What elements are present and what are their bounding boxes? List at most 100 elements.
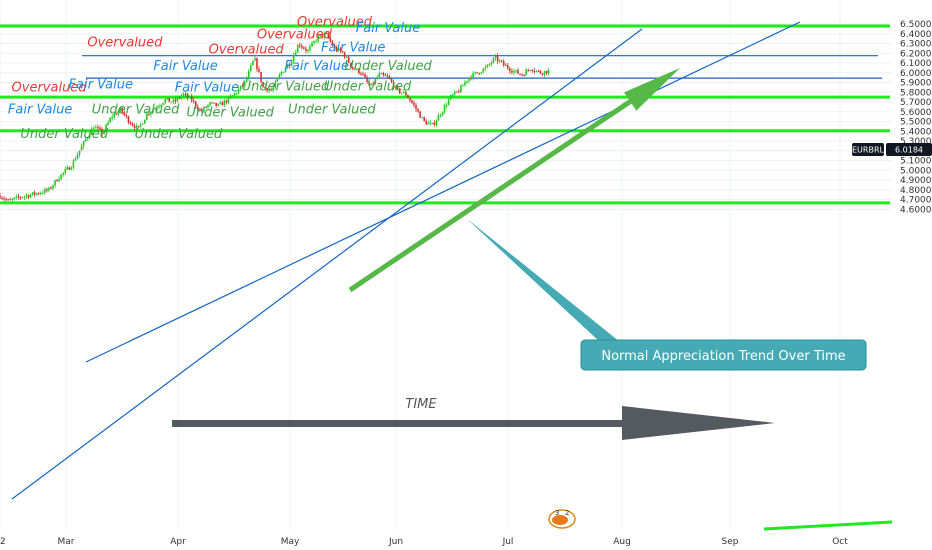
annotation-label: Overvalued bbox=[257, 28, 333, 43]
candle-body bbox=[460, 85, 462, 93]
candle-body bbox=[101, 128, 103, 134]
y-tick-label: 4.9000 bbox=[900, 176, 932, 186]
candle-body bbox=[176, 97, 179, 102]
horizontal-levels bbox=[0, 24, 890, 205]
candle-body bbox=[315, 41, 317, 43]
candle-body bbox=[213, 102, 215, 104]
candle-body bbox=[405, 91, 407, 96]
candle-body bbox=[74, 159, 77, 161]
candle-body bbox=[305, 48, 307, 51]
candle-body bbox=[319, 35, 321, 37]
candle-body bbox=[329, 37, 332, 42]
candle-body bbox=[472, 73, 474, 79]
candle-body bbox=[311, 42, 313, 47]
candle-body bbox=[343, 52, 346, 58]
candle-body bbox=[95, 127, 97, 129]
candle-body bbox=[282, 71, 285, 73]
candle-body bbox=[150, 112, 152, 115]
candle-body bbox=[384, 74, 387, 76]
candle-body bbox=[31, 192, 34, 195]
candle-body bbox=[335, 47, 338, 51]
candle-body bbox=[372, 83, 374, 85]
candle-body bbox=[174, 99, 177, 102]
annotation-label: Under Valued bbox=[242, 79, 330, 94]
candle-body bbox=[46, 189, 48, 191]
candle-body bbox=[156, 107, 158, 109]
annotation-label: Overvalued bbox=[87, 35, 163, 50]
x-tick-label: Apr bbox=[170, 537, 186, 547]
candle-body bbox=[35, 193, 38, 195]
candle-body bbox=[539, 71, 542, 74]
candle-body bbox=[25, 195, 28, 197]
candle-body bbox=[121, 107, 124, 113]
candle-body bbox=[58, 179, 60, 182]
candle-body bbox=[504, 65, 507, 67]
candle-body bbox=[445, 105, 448, 107]
candle-body bbox=[280, 72, 283, 75]
y-tick-label: 4.7000 bbox=[900, 196, 932, 206]
candle-body bbox=[386, 75, 389, 77]
candle-body bbox=[221, 102, 224, 106]
candle-body bbox=[435, 120, 438, 125]
candle-body bbox=[42, 192, 44, 194]
candle-body bbox=[207, 104, 209, 108]
y-tick-label: 5.6000 bbox=[900, 108, 932, 118]
candle-body bbox=[260, 71, 262, 82]
y-tick-label: 5.9000 bbox=[900, 79, 932, 89]
candle-body bbox=[84, 139, 87, 142]
candle-body bbox=[366, 77, 368, 82]
last-price-label: 6.0184 bbox=[895, 146, 923, 155]
x-tick-label: Jul bbox=[502, 537, 514, 547]
candle-body bbox=[178, 97, 181, 99]
candle-body bbox=[19, 197, 22, 199]
candle-body bbox=[143, 119, 146, 124]
annotation-label: Fair Value bbox=[8, 103, 72, 118]
candle-body bbox=[364, 74, 366, 78]
candle-body bbox=[398, 88, 401, 93]
candle-body bbox=[309, 46, 311, 51]
candle-body bbox=[50, 187, 52, 189]
y-tick-label: 6.5000 bbox=[900, 20, 932, 30]
candle-body bbox=[243, 81, 246, 86]
candle-body bbox=[254, 58, 256, 61]
candle-body bbox=[288, 64, 291, 66]
candle-body bbox=[370, 83, 372, 86]
candle-body bbox=[468, 77, 470, 81]
annotation-label: Under Valued bbox=[324, 79, 412, 94]
candle-body bbox=[56, 180, 58, 182]
annotation-label: Fair Value bbox=[175, 80, 239, 95]
candle-body bbox=[502, 61, 505, 66]
candle-body bbox=[498, 60, 501, 62]
candle-body bbox=[496, 56, 499, 62]
candle-body bbox=[182, 93, 185, 96]
symbol-label: EURBRL bbox=[852, 146, 885, 155]
trend-arrow bbox=[348, 68, 680, 293]
candle-body bbox=[313, 41, 315, 43]
candle-body bbox=[127, 116, 130, 123]
candle-body bbox=[411, 100, 413, 103]
x-tick-label: Oct bbox=[832, 537, 848, 547]
candle-body bbox=[547, 69, 550, 74]
y-tick-label: 5.7000 bbox=[900, 98, 932, 108]
x-tick-label: Jun bbox=[388, 537, 403, 547]
candle-body bbox=[427, 122, 430, 125]
candle-body bbox=[135, 125, 138, 129]
candle-body bbox=[194, 101, 197, 107]
candle-body bbox=[301, 45, 303, 48]
y-tick-label: 5.8000 bbox=[900, 88, 932, 98]
candle-body bbox=[23, 196, 26, 198]
candle-body bbox=[227, 97, 230, 103]
y-tick-label: 6.1000 bbox=[900, 59, 932, 69]
y-tick-label: 6.4000 bbox=[900, 30, 932, 40]
candle-body bbox=[337, 48, 340, 51]
candle-body bbox=[286, 64, 289, 69]
candle-body bbox=[225, 100, 228, 103]
candle-body bbox=[331, 41, 334, 46]
candle-body bbox=[392, 82, 395, 88]
candle-body bbox=[515, 70, 517, 72]
candle-body bbox=[321, 35, 324, 38]
candle-body bbox=[168, 98, 171, 102]
candle-body bbox=[417, 109, 419, 112]
